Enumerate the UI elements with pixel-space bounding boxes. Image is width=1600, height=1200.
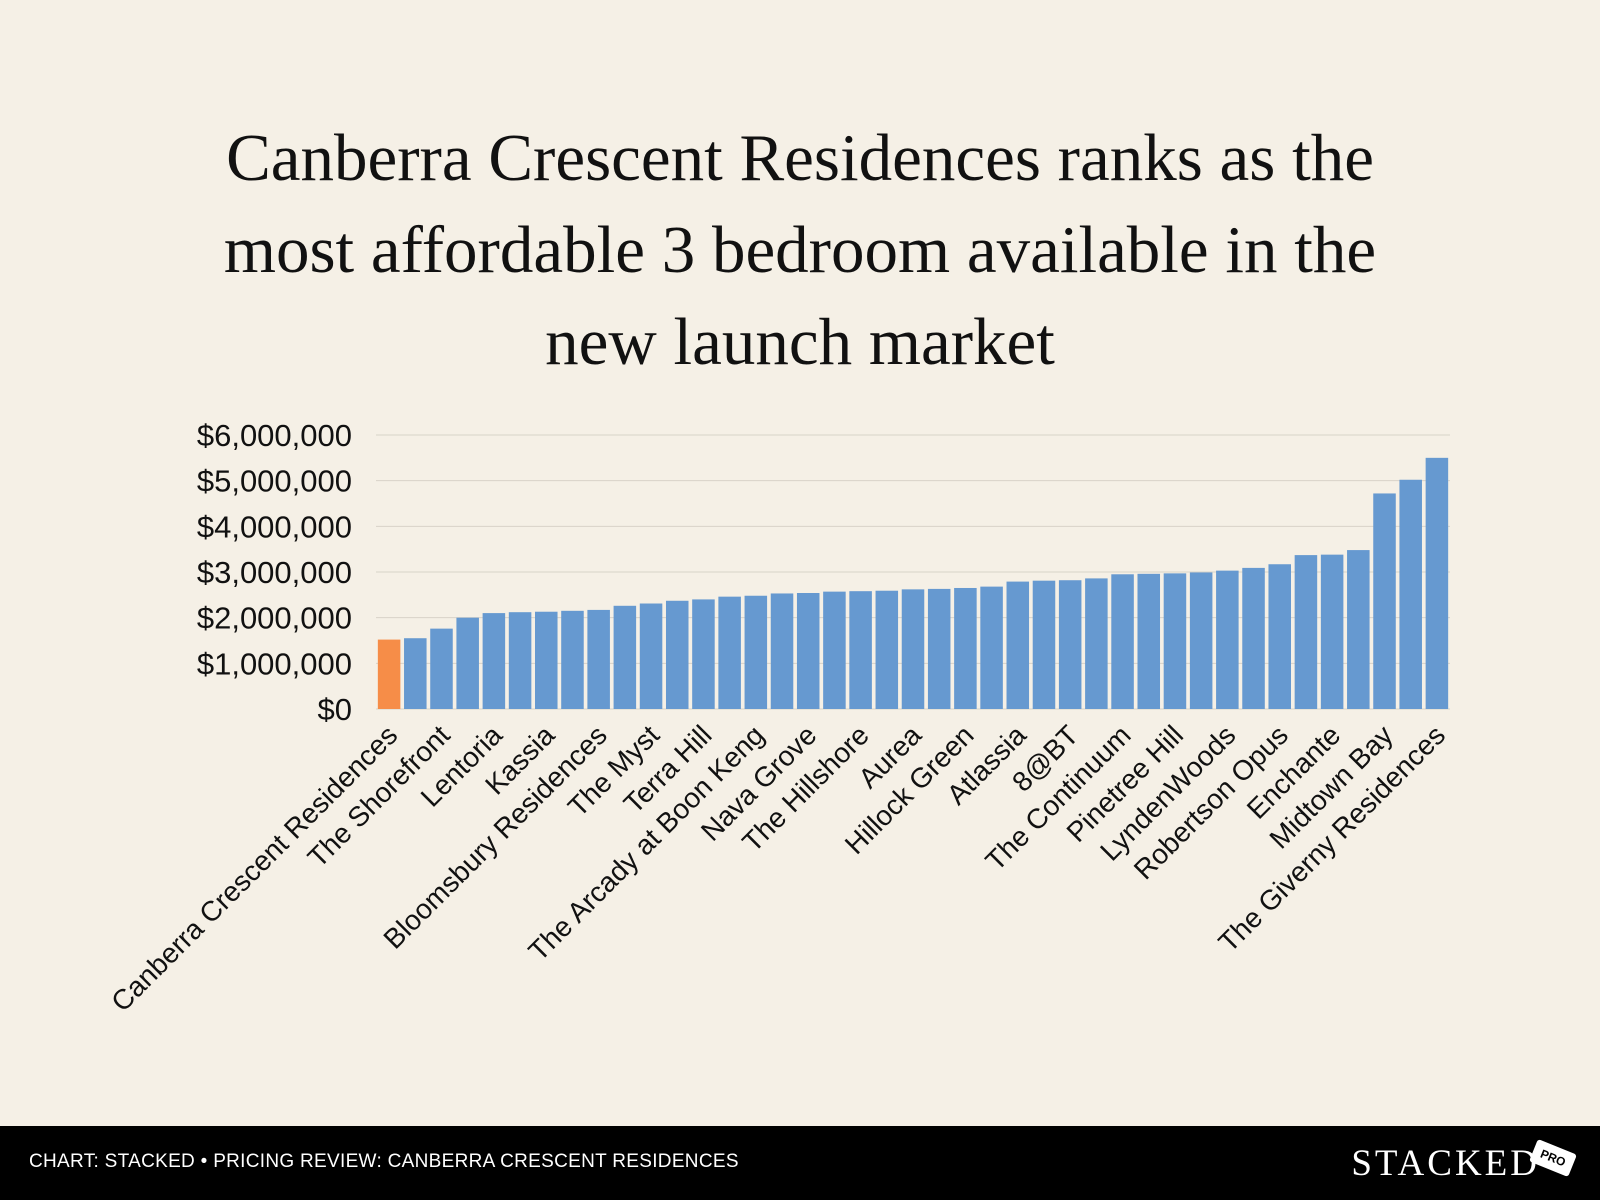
- bar: [535, 611, 558, 709]
- bar: [692, 599, 715, 709]
- bar: [561, 610, 584, 709]
- y-tick-label: $2,000,000: [197, 601, 352, 636]
- bar: [875, 590, 899, 709]
- bar: [927, 588, 951, 709]
- bar: [404, 638, 427, 709]
- bar: [1216, 570, 1239, 709]
- bar: [1085, 578, 1108, 709]
- bar: [1399, 479, 1422, 709]
- y-tick-label: $1,000,000: [197, 646, 352, 681]
- footer-caption: CHART: STACKED • PRICING REVIEW: CANBERR…: [29, 1151, 739, 1172]
- y-tick-label: $6,000,000: [197, 418, 352, 453]
- bar: [1425, 457, 1449, 709]
- bar: [430, 628, 453, 709]
- bar: [1032, 580, 1056, 709]
- bar: [665, 600, 689, 709]
- chart-title-line-1: Canberra Crescent Residences ranks as th…: [226, 121, 1374, 195]
- bar: [1137, 573, 1161, 709]
- bar: [1163, 573, 1187, 709]
- bar: [1058, 580, 1082, 709]
- y-tick-label: $4,000,000: [197, 509, 352, 544]
- bar: [1111, 574, 1134, 709]
- y-tick-label: $5,000,000: [197, 464, 352, 499]
- bar: [456, 617, 479, 709]
- bar: [1294, 555, 1318, 709]
- bar: [613, 605, 637, 709]
- bar: [508, 612, 532, 709]
- bar: [1347, 550, 1370, 709]
- bar: [1242, 567, 1265, 709]
- y-axis-tick-labels: $0 $1,000,000 $2,000,000 $3,000,000 $4,000,0…: [197, 418, 352, 727]
- chart-title-line-2: most affordable 3 bedroom available in t…: [223, 213, 1377, 287]
- y-tick-label: $0: [318, 692, 352, 727]
- x-tick-label: Canberra Crescent Residences: [105, 719, 403, 1017]
- bar-chart: $0 $1,000,000 $2,000,000 $3,000,000 $4,000,0…: [105, 418, 1451, 1017]
- footer-bar: CHART: STACKED • PRICING REVIEW: CANBERR…: [0, 1126, 1600, 1200]
- bar: [980, 586, 1003, 709]
- bar: [639, 603, 663, 709]
- bar: [901, 589, 925, 709]
- bar: [1320, 554, 1344, 709]
- bar: [1268, 564, 1291, 709]
- bars: [377, 457, 1449, 709]
- bar: [1006, 581, 1030, 709]
- stacked-logo: STACKED: [1351, 1143, 1540, 1184]
- y-tick-label: $3,000,000: [197, 555, 352, 590]
- bar: [954, 587, 977, 709]
- chart-title: Canberra Crescent Residences ranks as th…: [100, 112, 1500, 388]
- bar: [849, 591, 872, 709]
- bar: [1373, 493, 1396, 709]
- bar: [482, 613, 506, 709]
- bar: [770, 593, 794, 709]
- bar: [796, 593, 820, 709]
- bar: [718, 596, 741, 709]
- bar: [1189, 572, 1213, 709]
- bar: [744, 595, 768, 709]
- bar: [823, 591, 846, 709]
- bar-highlighted: [377, 639, 401, 709]
- chart-title-line-3: new launch market: [545, 305, 1055, 379]
- bar: [587, 609, 610, 709]
